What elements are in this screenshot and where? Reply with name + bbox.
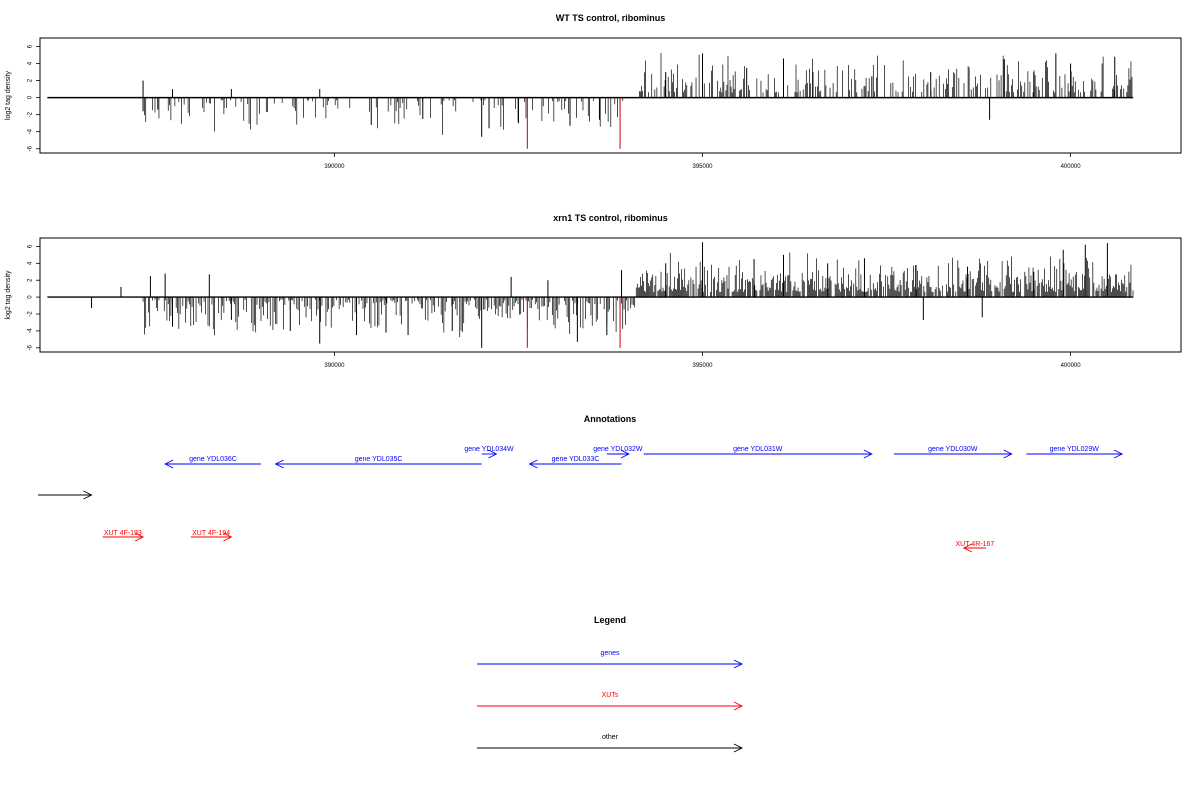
gene-label: gene YDL033C [552,456,600,463]
xut-arrow-head [134,532,145,542]
y-tick-label: -2 [28,111,34,117]
y-tick-label: 6 [28,244,34,248]
gene-arrow-head [1003,449,1013,459]
x-tick-label: 390000 [324,363,345,369]
gene-label: gene YDL031W [733,446,783,453]
chart-title: WT TS control, ribominus [556,13,666,23]
gene-label: gene YDL029W [1050,446,1100,453]
y-tick-label: 4 [28,261,34,265]
gene-arrow-head [274,459,284,469]
x-tick-label: 395000 [693,164,714,170]
annotations-title: Annotations [584,414,637,424]
annotation-track: Annotations gene YDL036C gene YDL035C gene … [38,414,1124,553]
y-tick-label: 2 [28,278,34,282]
y-tick-label: -6 [28,344,34,350]
plot-frame [39,237,1182,353]
legend-item-label: other [602,734,619,741]
legend-item-label: XUTs [602,692,619,699]
y-tick-label: -4 [28,328,34,334]
xut-label: XUT 4R-167 [955,541,994,548]
y-tick-label: 0 [28,295,34,299]
x-tick-label: 400000 [1061,164,1082,170]
x-tick-label: 395000 [693,363,714,369]
y-tick-label: -2 [28,311,34,317]
wt-density-track: WT TS control, ribominus 6 4 2 0 -2 -4 -6 log2 t… [5,13,1182,170]
gene-label: gene YDL030W [928,446,978,453]
plot-frame [39,37,1182,154]
y-axis-label: log2 tag density [5,70,12,120]
y-tick-label: -4 [28,128,34,134]
gene-label: gene YDL034W [464,446,514,453]
y-tick-label: 4 [28,61,34,65]
gene-arrow-head [164,459,174,469]
gene-label: gene YDL035C [355,456,403,463]
xrn1-density-track: xrn1 TS control, ribominus 6 4 2 0 -2 -4 -6 log2… [5,213,1182,369]
xut-label: XUT 4F-194 [192,530,230,537]
gene-label: gene YDL036C [189,456,237,463]
legend: Legend genes XUTs other [477,615,744,753]
gene-arrow-head [488,449,498,459]
xut-arrow-head [962,543,973,553]
legend-item-arrow-head [733,701,744,711]
gene-arrow-head [863,449,873,459]
legend-title: Legend [594,615,626,625]
y-axis-label: log2 tag density [5,270,12,320]
gene-arrow-head [528,459,538,469]
legend-item-arrow-head [733,659,744,669]
gene-arrow-head [620,449,630,459]
legend-item-label: genes [600,650,620,657]
xut-arrow-head [223,532,233,542]
x-tick-label: 400000 [1061,363,1082,369]
legend-item-arrow-head [733,743,744,753]
other-arrow-head [83,490,93,500]
chart-title: xrn1 TS control, ribominus [553,213,668,223]
y-tick-label: -6 [28,145,34,151]
y-tick-label: 6 [28,44,34,48]
x-tick-label: 390000 [324,164,345,170]
gene-label: gene YDL032W [593,446,643,453]
gene-arrow-head [1113,449,1124,459]
y-tick-label: 2 [28,78,34,82]
xut-label: XUT 4F-193 [104,530,142,537]
y-tick-label: 0 [28,95,34,99]
